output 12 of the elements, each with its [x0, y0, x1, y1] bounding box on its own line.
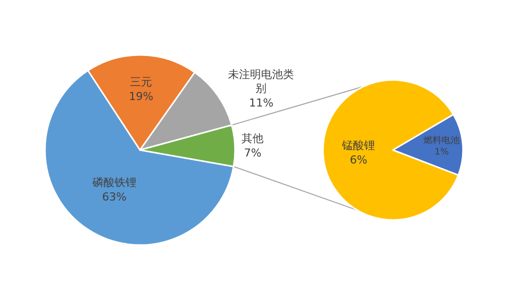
data-label: 7%: [244, 146, 262, 160]
slice-label: 燃料电池: [424, 135, 460, 146]
data-label: 11%: [248, 96, 274, 110]
data-label: 6%: [350, 154, 368, 167]
slice-label: 磷酸铁锂: [91, 176, 136, 190]
slice-label: 锰酸锂: [341, 139, 376, 152]
slice-label: 其他: [242, 132, 264, 146]
slice-label: 未注明电池类别: [228, 68, 294, 96]
data-label: 63%: [102, 190, 127, 204]
data-label: 1%: [434, 148, 450, 158]
data-label: 19%: [128, 90, 154, 103]
slice-label: 三元: [130, 76, 152, 89]
